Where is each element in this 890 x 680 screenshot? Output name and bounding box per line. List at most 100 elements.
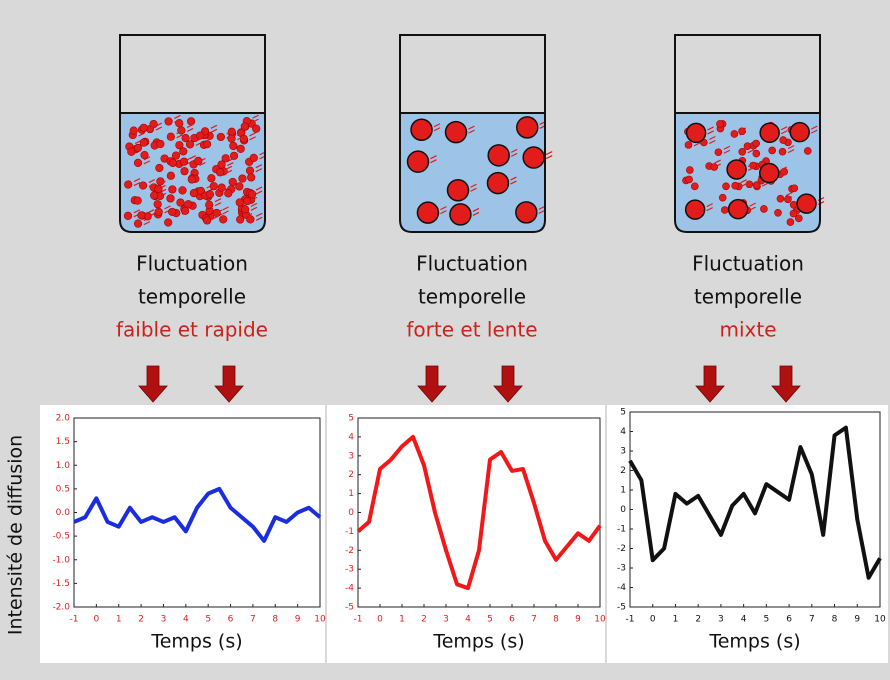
y-tick-label: 4 bbox=[620, 427, 626, 437]
motion-mark bbox=[510, 148, 518, 157]
x-tick-label: 9 bbox=[854, 615, 860, 625]
x-tick-label: 3 bbox=[161, 615, 167, 625]
x-tick-label: 3 bbox=[718, 615, 724, 625]
particle bbox=[449, 203, 472, 226]
motion-mark bbox=[133, 177, 141, 187]
particle bbox=[175, 141, 184, 150]
particle bbox=[221, 154, 230, 163]
beaker bbox=[674, 34, 821, 233]
particle bbox=[714, 148, 723, 157]
motion-mark bbox=[249, 132, 256, 141]
particle bbox=[227, 134, 236, 143]
particles bbox=[682, 120, 825, 226]
particle bbox=[722, 182, 730, 191]
x-tick-label: 5 bbox=[205, 615, 211, 625]
particle bbox=[238, 174, 247, 183]
y-tick-label: 0.5 bbox=[56, 484, 70, 494]
motion-mark bbox=[225, 165, 233, 174]
x-tick-label: 4 bbox=[183, 615, 189, 625]
particle bbox=[752, 139, 760, 148]
particle bbox=[243, 196, 252, 206]
particle bbox=[217, 160, 226, 169]
x-tick-label: 2 bbox=[421, 615, 427, 625]
y-tick-label: -1.0 bbox=[52, 555, 70, 565]
x-tick-label: 4 bbox=[741, 615, 747, 625]
y-tick-label: 0 bbox=[348, 508, 354, 518]
particle bbox=[730, 130, 739, 138]
caption-highlight: forte et lente bbox=[406, 318, 537, 342]
x-tick-label: 8 bbox=[553, 615, 559, 625]
motion-mark bbox=[472, 207, 480, 216]
y-tick-label: -1 bbox=[345, 527, 354, 537]
particle bbox=[738, 147, 747, 156]
y-tick-label: -3 bbox=[345, 565, 354, 575]
particle bbox=[203, 140, 212, 149]
y-tick-label: 5 bbox=[620, 408, 626, 418]
motion-mark bbox=[709, 135, 716, 145]
x-tick-label: 8 bbox=[272, 615, 278, 625]
motion-mark bbox=[538, 205, 546, 214]
particle bbox=[153, 200, 162, 209]
particle bbox=[684, 199, 706, 220]
particle bbox=[731, 181, 739, 190]
particle bbox=[235, 198, 244, 207]
y-tick-label: 1.0 bbox=[56, 461, 71, 471]
x-axis-label: Temps (s) bbox=[432, 631, 524, 653]
caption: temporelle bbox=[694, 285, 802, 309]
x-tick-label: 9 bbox=[575, 615, 581, 625]
particle bbox=[228, 177, 237, 187]
x-tick-label: 9 bbox=[295, 615, 301, 625]
particle bbox=[716, 120, 724, 128]
particle bbox=[171, 151, 181, 160]
particle bbox=[247, 173, 256, 182]
particle bbox=[745, 180, 754, 189]
data-line bbox=[356, 434, 602, 591]
motion-mark bbox=[468, 125, 475, 134]
particle bbox=[240, 122, 249, 131]
particle bbox=[686, 166, 694, 174]
motion-mark bbox=[255, 164, 263, 173]
particle bbox=[444, 120, 468, 144]
motion-mark bbox=[252, 114, 259, 123]
particle bbox=[789, 121, 810, 143]
particle bbox=[166, 194, 175, 203]
arrow bbox=[695, 365, 725, 403]
particle bbox=[205, 200, 214, 209]
particle bbox=[209, 182, 218, 191]
x-tick-label: 5 bbox=[763, 615, 769, 625]
particle bbox=[758, 162, 780, 184]
chart: -5 -4 -3 -2 -1 0 1 2 3 4 5 -1 0 1 2 3 4 5 6 7 8 9 10 Temps (s) bbox=[607, 405, 888, 663]
particle bbox=[124, 180, 133, 189]
particle bbox=[515, 201, 538, 224]
x-tick-label: 1 bbox=[673, 615, 679, 625]
particle bbox=[239, 134, 248, 143]
motion-mark bbox=[148, 179, 156, 188]
particle bbox=[803, 147, 812, 155]
particle bbox=[154, 207, 163, 216]
particle bbox=[187, 117, 196, 126]
particle bbox=[178, 186, 187, 195]
particle bbox=[140, 151, 149, 160]
y-tick-label: 4 bbox=[348, 432, 354, 442]
particle bbox=[446, 179, 470, 202]
x-tick-label: 5 bbox=[487, 615, 493, 625]
particle bbox=[241, 205, 250, 214]
particle bbox=[245, 166, 255, 175]
particle bbox=[194, 156, 203, 165]
particle bbox=[156, 139, 165, 149]
x-tick-label: 7 bbox=[250, 615, 256, 625]
motion-mark bbox=[706, 203, 713, 212]
y-tick-label: -5 bbox=[345, 603, 354, 613]
particle bbox=[155, 163, 164, 173]
caption: Fluctuation bbox=[692, 252, 804, 276]
particle bbox=[175, 119, 184, 128]
motion-mark bbox=[780, 166, 788, 175]
particle bbox=[759, 122, 780, 144]
particle bbox=[718, 193, 727, 202]
x-tick-label: 10 bbox=[314, 615, 326, 625]
particle bbox=[778, 147, 787, 156]
y-tick-label: 0 bbox=[620, 505, 626, 515]
chart: -5 -4 -3 -2 -1 0 1 2 3 4 5 -1 0 1 2 3 4 5 6 7 8 9 10 Temps (s) bbox=[327, 405, 606, 663]
particle bbox=[166, 132, 175, 141]
particle bbox=[217, 183, 226, 192]
